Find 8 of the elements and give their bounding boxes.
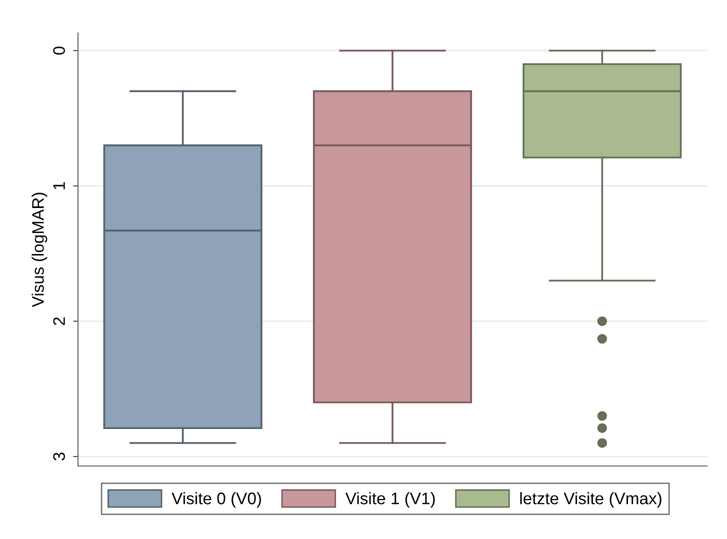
y-tick-label: 2 (53, 317, 65, 326)
y-tick-label: 3 (53, 452, 65, 461)
y-tick-label: 0 (53, 46, 65, 55)
legend-label: Visite 1 (V1) (345, 492, 435, 508)
legend-label: letzte Visite (Vmax) (520, 492, 662, 508)
y-axis-title: Visus (logMAR) (32, 192, 48, 308)
y-tick-label: 1 (53, 182, 65, 190)
legend-label: Visite 0 (V0) (172, 492, 261, 508)
